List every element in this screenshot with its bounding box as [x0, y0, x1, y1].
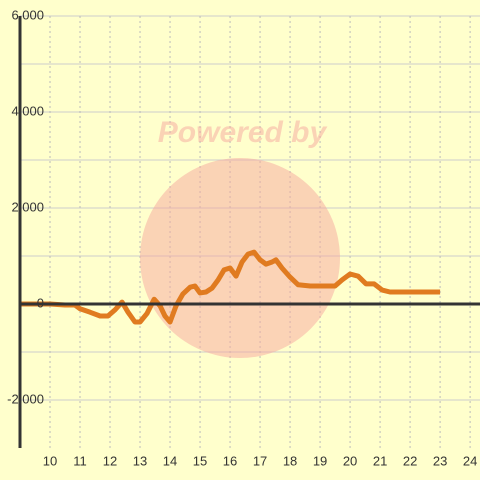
x-tick-label: 21: [373, 453, 387, 468]
watermark-text: Powered by: [158, 116, 328, 149]
x-tick-label: 13: [133, 453, 147, 468]
x-tick-label: 12: [103, 453, 117, 468]
x-tick-label: 15: [193, 453, 207, 468]
watermark-logo: [140, 158, 340, 358]
x-tick-label: 22: [403, 453, 417, 468]
x-tick-label: 23: [433, 453, 447, 468]
marks: [20, 249, 441, 325]
x-tick-label: 16: [223, 453, 237, 468]
x-tick-label: 24: [463, 453, 477, 468]
y-tick-label: 4,000: [11, 103, 44, 118]
y-tick-label: -2,000: [7, 391, 44, 406]
x-tick-label: 18: [283, 453, 297, 468]
x-tick-label: 11: [73, 453, 87, 468]
x-tick-label: 19: [313, 453, 327, 468]
watermark-group: Powered by: [140, 116, 340, 358]
x-tick-label: 17: [253, 453, 267, 468]
data-line: [20, 249, 441, 325]
y-tick-label: 2,000: [11, 199, 44, 214]
x-tick-label: 14: [163, 453, 177, 468]
y-tick-label: 6,000: [11, 7, 44, 22]
x-tick-label: 20: [343, 453, 357, 468]
x-tick-label: 10: [43, 453, 57, 468]
